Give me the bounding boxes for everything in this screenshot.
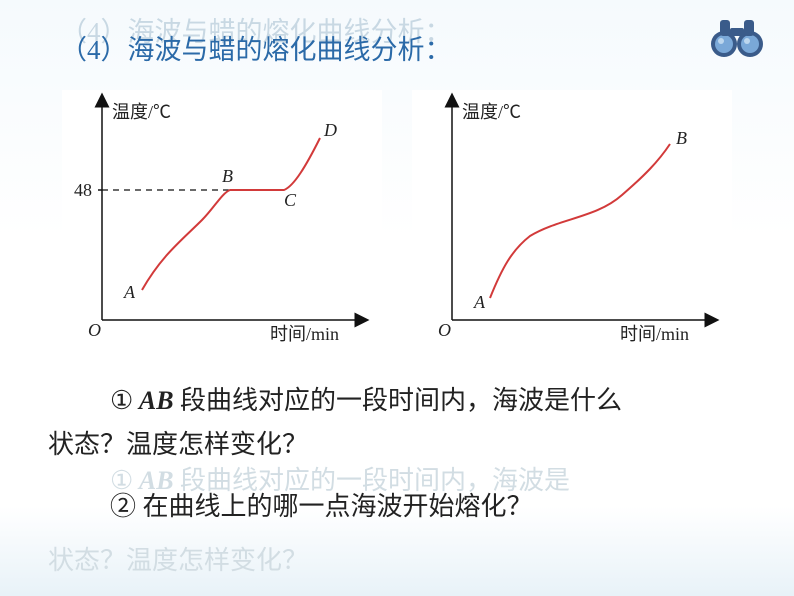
- q1-l1-rest: 段曲线对应的一段时间内，海波是什么: [180, 386, 622, 415]
- chart-left-ylabel: 温度/℃: [112, 98, 171, 124]
- q1-shadow-line2: 状态？温度怎样变化？: [48, 540, 308, 582]
- header-title: （4）海波与蜡的熔化曲线分析：: [60, 28, 452, 67]
- chart-left: 温度/℃ 48 O 时间/min A B C D: [62, 90, 382, 350]
- chart-left-ytick: 48: [74, 180, 92, 201]
- chart-left-origin: O: [88, 320, 101, 341]
- q1-shadow-line1: ① AB 段曲线对应的一段时间内，海波是: [110, 460, 570, 502]
- chart-left-point-c: C: [284, 190, 296, 211]
- chart-right-origin: O: [438, 320, 451, 341]
- charts-row: 温度/℃ 48 O 时间/min A B C D 温度/℃ O 时间/min A…: [0, 90, 794, 350]
- chart-right-xlabel: 时间/min: [620, 320, 689, 346]
- chart-left-point-a: A: [124, 282, 135, 303]
- chart-right: 温度/℃ O 时间/min A B: [412, 90, 732, 350]
- chart-left-xlabel: 时间/min: [270, 320, 339, 346]
- chart-right-point-b: B: [676, 128, 687, 149]
- chart-left-point-b: B: [222, 166, 233, 187]
- binoculars-icon: [708, 12, 766, 60]
- q1-line1: ① AB 段曲线对应的一段时间内，海波是什么: [110, 380, 622, 422]
- chart-right-point-a: A: [474, 292, 485, 313]
- chart-left-point-d: D: [324, 120, 337, 141]
- q1s-rest: 段曲线对应的一段时间内，海波是: [180, 466, 570, 495]
- chart-right-ylabel: 温度/℃: [462, 98, 521, 124]
